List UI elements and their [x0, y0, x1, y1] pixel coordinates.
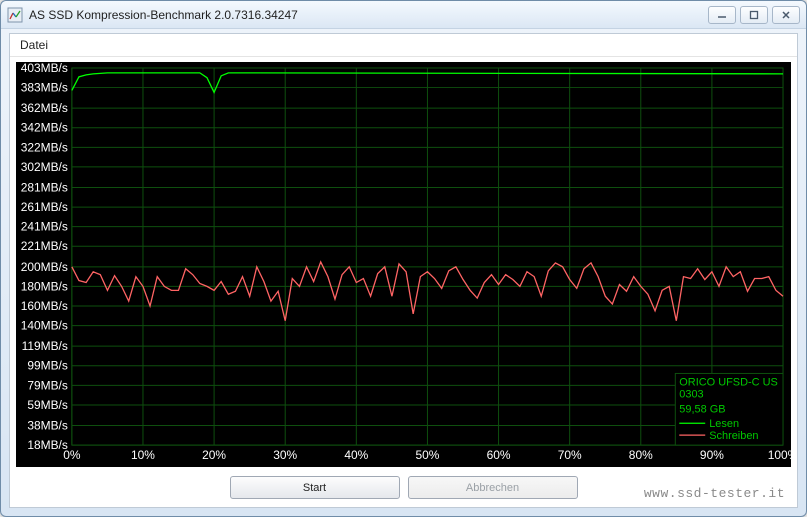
svg-text:80%: 80%: [629, 448, 653, 462]
svg-text:79MB/s: 79MB/s: [27, 378, 68, 392]
svg-text:59,58 GB: 59,58 GB: [679, 403, 725, 415]
content-panel: Datei 403MB/s 383MB/s 362MB/s 342MB/s 322MB/…: [9, 33, 798, 508]
titlebar[interactable]: AS SSD Kompression-Benchmark 2.0.7316.34…: [1, 1, 806, 29]
close-button[interactable]: [772, 6, 800, 24]
svg-text:50%: 50%: [415, 448, 439, 462]
svg-text:Lesen: Lesen: [709, 418, 739, 430]
start-button[interactable]: Start: [230, 476, 400, 499]
svg-text:362MB/s: 362MB/s: [21, 101, 68, 115]
app-icon: [7, 7, 23, 23]
svg-text:70%: 70%: [558, 448, 582, 462]
minimize-button[interactable]: [708, 6, 736, 24]
svg-text:ORICO UFSD-C US: ORICO UFSD-C US: [679, 376, 778, 388]
svg-text:180MB/s: 180MB/s: [21, 279, 68, 293]
maximize-button[interactable]: [740, 6, 768, 24]
svg-text:160MB/s: 160MB/s: [21, 299, 68, 313]
svg-text:40%: 40%: [344, 448, 368, 462]
svg-text:59MB/s: 59MB/s: [27, 398, 68, 412]
svg-text:221MB/s: 221MB/s: [21, 239, 68, 253]
svg-text:90%: 90%: [700, 448, 724, 462]
svg-text:0303: 0303: [679, 388, 703, 400]
chart-area: 403MB/s 383MB/s 362MB/s 342MB/s 322MB/s 302MB…: [16, 62, 791, 467]
svg-text:60%: 60%: [487, 448, 511, 462]
svg-text:99MB/s: 99MB/s: [27, 359, 68, 373]
menubar: Datei: [10, 34, 797, 57]
svg-text:10%: 10%: [131, 448, 155, 462]
compression-chart: 403MB/s 383MB/s 362MB/s 342MB/s 322MB/s 302MB…: [16, 62, 791, 467]
svg-text:342MB/s: 342MB/s: [21, 121, 68, 135]
app-window: AS SSD Kompression-Benchmark 2.0.7316.34…: [0, 0, 807, 517]
svg-text:20%: 20%: [202, 448, 226, 462]
svg-text:119MB/s: 119MB/s: [22, 339, 68, 353]
svg-text:403MB/s: 403MB/s: [21, 62, 68, 75]
menu-file[interactable]: Datei: [20, 38, 48, 52]
svg-text:281MB/s: 281MB/s: [21, 180, 68, 194]
svg-text:38MB/s: 38MB/s: [27, 419, 68, 433]
svg-text:322MB/s: 322MB/s: [21, 140, 68, 154]
svg-text:241MB/s: 241MB/s: [21, 220, 68, 234]
svg-text:383MB/s: 383MB/s: [21, 81, 68, 95]
svg-text:200MB/s: 200MB/s: [21, 260, 68, 274]
svg-text:30%: 30%: [273, 448, 297, 462]
svg-text:261MB/s: 261MB/s: [21, 200, 68, 214]
window-controls: [708, 6, 800, 24]
svg-text:100%: 100%: [768, 448, 791, 462]
button-row: Start Abbrechen: [10, 476, 797, 499]
svg-text:302MB/s: 302MB/s: [21, 160, 68, 174]
svg-text:Schreiben: Schreiben: [709, 430, 758, 442]
window-title: AS SSD Kompression-Benchmark 2.0.7316.34…: [29, 8, 298, 22]
svg-text:18MB/s: 18MB/s: [27, 438, 68, 452]
cancel-button: Abbrechen: [408, 476, 578, 499]
svg-text:140MB/s: 140MB/s: [21, 319, 68, 333]
svg-text:0%: 0%: [63, 448, 81, 462]
